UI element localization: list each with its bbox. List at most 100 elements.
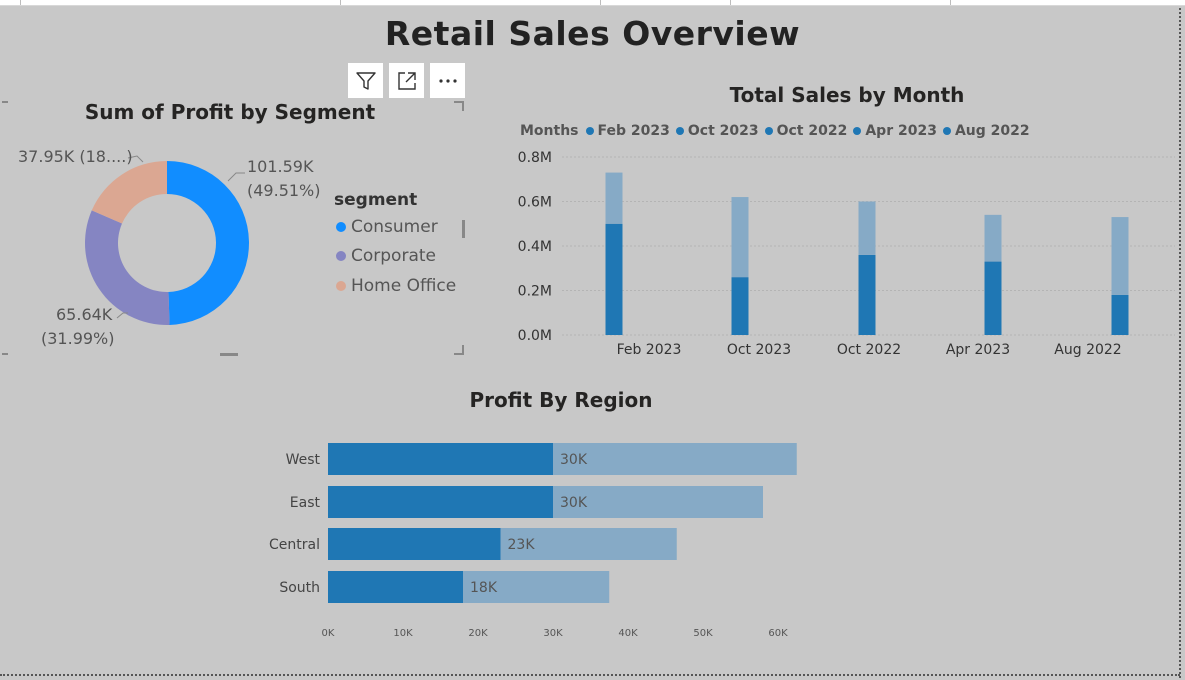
filter-button[interactable]	[348, 63, 383, 98]
resize-handle[interactable]	[462, 101, 464, 111]
month-legend-item[interactable]: Apr 2023	[853, 123, 937, 139]
resize-handle[interactable]	[2, 353, 8, 355]
segment-legend-title: segment	[334, 190, 418, 210]
month-bar-0-upper	[605, 172, 623, 224]
month-bar-2-upper	[858, 201, 876, 255]
legend-item-home-office[interactable]: Home Office	[336, 276, 456, 296]
home-office-swatch-icon	[336, 281, 346, 291]
x-tick-label: 50K	[693, 628, 713, 639]
month-bar-1	[731, 277, 749, 335]
y-tick-label: 0.2M	[518, 284, 552, 300]
consumer-value-label: 101.59K	[247, 157, 314, 176]
legend-label: Feb 2023	[597, 123, 670, 139]
more-options-button[interactable]	[430, 63, 465, 98]
tab-divider	[600, 0, 601, 5]
resize-handle[interactable]	[462, 345, 464, 355]
region-label: South	[279, 580, 320, 596]
y-tick-label: 0.8M	[518, 150, 552, 166]
x-tick-label: Oct 2023	[727, 342, 791, 358]
legend-label: Corporate	[351, 246, 436, 266]
legend-label: Apr 2023	[865, 123, 937, 139]
x-tick-label: Apr 2023	[946, 342, 1010, 358]
resize-handle[interactable]	[454, 353, 464, 355]
resize-handle[interactable]	[2, 101, 8, 103]
legend-label: Oct 2023	[687, 123, 759, 139]
leader-line	[116, 312, 128, 319]
month-bar-3-upper	[984, 214, 1002, 262]
x-tick-label: 0K	[322, 628, 335, 639]
focus-mode-icon	[397, 71, 416, 90]
donut-slice-consumer	[167, 161, 249, 325]
data-label: 30K	[560, 495, 588, 511]
corporate-value-label: 65.64K	[56, 305, 113, 324]
corporate-swatch-icon	[336, 251, 346, 261]
region-label: West	[286, 452, 321, 468]
x-tick-label: Aug 2022	[1054, 342, 1121, 358]
donut-slice-home-office	[91, 161, 167, 224]
legend-item-consumer[interactable]: Consumer	[336, 217, 438, 237]
segment-chart-title: Sum of Profit by Segment	[84, 100, 376, 124]
legend-label: Oct 2022	[776, 123, 848, 139]
region-bar-central-ext	[500, 528, 677, 560]
tab-divider	[730, 0, 731, 5]
region-label: East	[290, 495, 321, 511]
top-tab-strip	[0, 0, 1185, 6]
month-chart-title: Total Sales by Month	[729, 83, 965, 107]
tab-divider	[950, 0, 951, 5]
home-office-label: 37.95K (18....)	[18, 147, 133, 166]
sales-by-month-chart: 0.8M 0.6M 0.4M 0.2M 0.0M Feb 2023 Oct 2023 Oct …	[518, 150, 1175, 358]
month-bar-3	[984, 261, 1002, 335]
data-label: 23K	[508, 537, 536, 553]
leader-line	[227, 172, 245, 182]
month-bar-0	[605, 223, 623, 335]
legend-label: Home Office	[351, 276, 457, 296]
canvas-border-bottom	[0, 674, 1180, 676]
x-tick-label: Oct 2022	[837, 342, 901, 358]
month-legend-item[interactable]: Feb 2023	[585, 123, 670, 139]
month-legend-item[interactable]: Oct 2022	[764, 123, 848, 139]
donut-slice-corporate	[85, 210, 170, 325]
legend-dot-icon	[764, 127, 773, 135]
region-bar-east-ext	[553, 486, 763, 518]
legend-dot-icon	[853, 127, 862, 135]
consumer-pct-label: (49.51%)	[247, 181, 321, 200]
segment-donut-chart	[85, 155, 249, 325]
month-bar-4	[1111, 294, 1129, 335]
tab-divider	[20, 0, 21, 5]
region-bar-south	[328, 571, 463, 603]
resize-handle[interactable]	[462, 220, 465, 238]
region-bar-west	[328, 443, 553, 475]
x-tick-label: 40K	[618, 628, 638, 639]
region-bar-west-ext	[553, 443, 797, 475]
y-tick-label: 0.4M	[518, 239, 552, 255]
canvas-border-right	[1179, 8, 1181, 678]
more-options-icon	[438, 78, 457, 83]
x-tick-label: 30K	[543, 628, 563, 639]
y-tick-label: 0.6M	[518, 195, 552, 211]
month-bar-2	[858, 254, 876, 335]
focus-mode-button[interactable]	[389, 63, 424, 98]
month-legend-title: Months	[520, 123, 579, 139]
month-bar-1-upper	[731, 197, 749, 278]
y-tick-label: 0.0M	[518, 328, 552, 344]
month-legend-item[interactable]: Aug 2022	[942, 123, 1030, 139]
tab-divider	[340, 0, 341, 5]
month-legend-item[interactable]: Oct 2023	[675, 123, 759, 139]
region-bar-south-ext	[463, 571, 610, 603]
resize-handle[interactable]	[454, 101, 464, 103]
month-legend: Months Feb 2023 Oct 2023 Oct 2022 Apr 20…	[520, 123, 1036, 139]
resize-handle[interactable]	[220, 353, 238, 356]
profit-by-region-chart: West 30K East 30K Central 23K South 18K 0K 10K 20K…	[269, 443, 797, 639]
x-tick-label: Feb 2023	[617, 342, 682, 358]
legend-dot-icon	[675, 127, 684, 135]
report-title: Retail Sales Overview	[384, 14, 801, 53]
selected-visual-frame	[2, 101, 465, 356]
region-chart-title: Profit By Region	[469, 388, 653, 412]
legend-dot-icon	[942, 127, 951, 135]
legend-item-corporate[interactable]: Corporate	[336, 246, 436, 266]
legend-dot-icon	[585, 127, 594, 135]
legend-label: Consumer	[351, 217, 438, 237]
month-bar-4-upper	[1111, 217, 1129, 295]
filter-icon	[355, 71, 376, 90]
